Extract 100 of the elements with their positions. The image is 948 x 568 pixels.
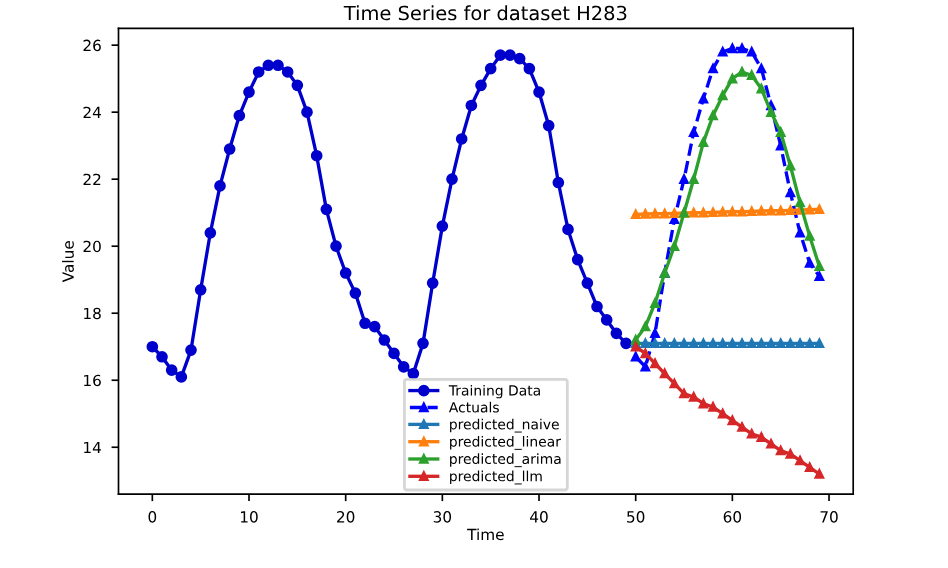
point [252, 66, 265, 78]
point [223, 143, 236, 155]
point [475, 79, 487, 92]
point [746, 70, 757, 81]
point [262, 59, 275, 72]
point [659, 338, 670, 349]
point [669, 338, 680, 349]
point [465, 99, 478, 112]
point [426, 277, 439, 289]
point [775, 205, 786, 216]
point [291, 79, 304, 92]
point [698, 398, 709, 409]
point [165, 364, 178, 377]
point [630, 352, 641, 362]
point [146, 340, 159, 353]
point [610, 327, 623, 340]
point [581, 277, 594, 289]
point [814, 338, 825, 349]
point [301, 106, 313, 118]
point [659, 208, 670, 219]
point [620, 337, 632, 350]
point [600, 314, 613, 326]
chart-title: Time Series for dataset H283 [343, 5, 627, 21]
point [785, 205, 796, 216]
point [552, 176, 565, 189]
point [368, 320, 381, 333]
point [795, 455, 805, 466]
point [378, 334, 391, 346]
point [204, 226, 217, 239]
point [688, 338, 699, 349]
point [737, 206, 747, 217]
point [688, 127, 699, 137]
point [233, 109, 246, 122]
point [630, 209, 641, 220]
point [650, 338, 660, 349]
point [727, 415, 738, 426]
point [339, 267, 352, 279]
point [446, 173, 458, 186]
point [785, 187, 796, 198]
point [320, 203, 333, 216]
point [814, 271, 825, 282]
point [708, 338, 718, 349]
point [679, 338, 689, 349]
point [775, 445, 786, 456]
point [359, 317, 371, 330]
point [746, 338, 757, 349]
point [795, 197, 805, 208]
point [513, 52, 526, 65]
point [388, 347, 400, 360]
point [243, 86, 255, 98]
point [804, 231, 815, 241]
point [349, 287, 362, 299]
point [156, 350, 168, 363]
point [795, 338, 805, 349]
point [756, 63, 767, 74]
point [766, 205, 776, 216]
point [640, 338, 651, 349]
point [407, 367, 420, 380]
point [727, 73, 738, 84]
point [679, 174, 689, 184]
point [688, 174, 699, 184]
point [727, 206, 738, 217]
point [737, 422, 747, 432]
point [775, 338, 786, 349]
point [727, 338, 738, 349]
point [708, 207, 718, 218]
point [272, 59, 284, 72]
point [679, 388, 689, 399]
point [737, 338, 747, 349]
point [650, 208, 660, 219]
point [640, 321, 651, 332]
point [804, 462, 815, 473]
point [785, 338, 796, 349]
point [397, 361, 410, 373]
point [669, 241, 680, 251]
point [814, 261, 825, 272]
point [708, 63, 718, 74]
point [737, 43, 747, 54]
point [523, 62, 536, 75]
point [484, 62, 497, 75]
point [688, 207, 699, 218]
point [659, 368, 670, 379]
point [698, 207, 709, 218]
point [640, 348, 651, 359]
point [504, 49, 516, 62]
point [436, 220, 449, 232]
point [804, 338, 815, 349]
point [775, 127, 786, 137]
point [185, 344, 197, 356]
point [717, 338, 728, 349]
point [310, 149, 323, 162]
point [756, 338, 767, 349]
point [330, 240, 342, 253]
point [746, 206, 757, 217]
point [281, 66, 294, 78]
point [727, 43, 738, 54]
point [417, 337, 429, 350]
point [650, 358, 660, 369]
point [650, 298, 660, 308]
point [708, 110, 718, 121]
